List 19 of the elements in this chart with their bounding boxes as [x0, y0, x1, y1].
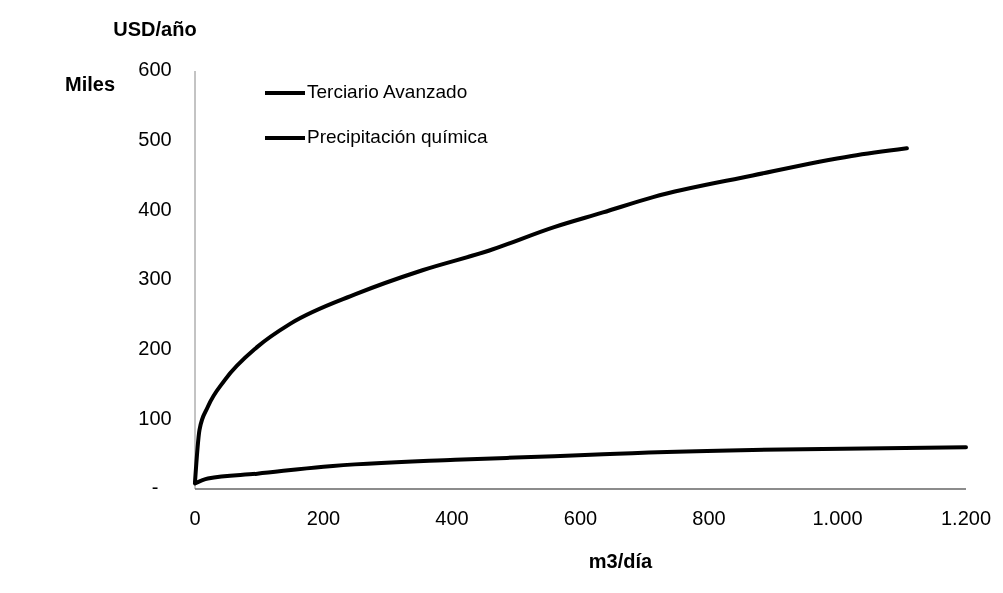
- text: Miles: [65, 73, 116, 95]
- x-tick-label: 0: [189, 507, 201, 529]
- y-tick-label: 100: [138, 406, 172, 429]
- y-tick-label: 400: [138, 197, 172, 220]
- y-tick-label: 300: [138, 267, 172, 290]
- x-axis-title: m3/día: [588, 550, 654, 572]
- y-tick-label: 600: [138, 58, 172, 81]
- x-tick-label: 800: [692, 507, 726, 529]
- y-tick-label: 500: [138, 127, 172, 150]
- x-tick-label: 200: [306, 507, 341, 529]
- x-tick-label: 1.200: [940, 507, 992, 529]
- y-tick-label: 200: [138, 336, 172, 359]
- legend-label: Terciario Avanzado: [307, 81, 468, 103]
- x-tick-label: 1.000: [812, 507, 863, 529]
- x-tick-label: 400: [435, 507, 469, 529]
- legend-label: Precipitación química: [307, 126, 489, 148]
- y-tick-label: -: [151, 476, 159, 499]
- y-axis-title: USD/año: [113, 18, 197, 40]
- x-tick-label: 600: [563, 507, 598, 529]
